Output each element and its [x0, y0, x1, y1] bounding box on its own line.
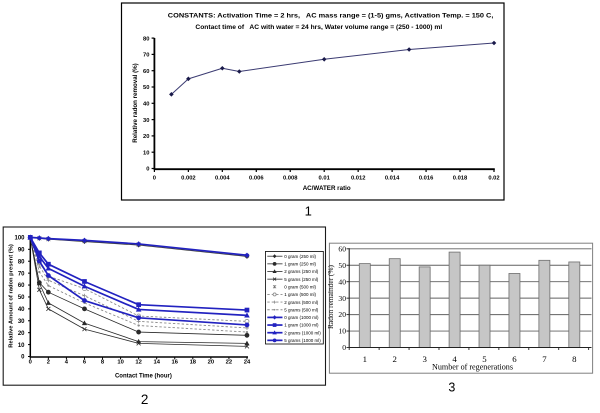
svg-text:0.01: 0.01 [319, 176, 331, 182]
svg-text:60: 60 [143, 69, 149, 75]
svg-text:CONSTANTS: Activation Time = 2: CONSTANTS: Activation Time = 2 hrs, AC m… [168, 13, 494, 20]
svg-text:100: 100 [14, 236, 25, 242]
svg-text:90: 90 [18, 248, 25, 254]
svg-text:5 grams (1000 ml): 5 grams (1000 ml) [284, 338, 321, 343]
svg-text:14: 14 [153, 359, 160, 365]
svg-text:Radon remainder (%): Radon remainder (%) [326, 264, 335, 329]
svg-text:2: 2 [47, 359, 50, 365]
svg-text:40: 40 [143, 102, 149, 108]
svg-text:2 grams (250 ml): 2 grams (250 ml) [284, 269, 319, 274]
svg-text:0.014: 0.014 [385, 176, 400, 182]
svg-text:Contact Time (hour): Contact Time (hour) [115, 374, 172, 380]
svg-text:0.008: 0.008 [283, 176, 298, 182]
svg-text:0.016: 0.016 [419, 176, 434, 182]
svg-text:24: 24 [244, 359, 251, 365]
svg-text:4: 4 [452, 354, 457, 364]
svg-text:7: 7 [542, 354, 547, 364]
svg-text:0 gram (1000 ml): 0 gram (1000 ml) [284, 315, 319, 320]
svg-text:3: 3 [448, 381, 455, 395]
svg-text:0.012: 0.012 [351, 176, 366, 182]
svg-text:0: 0 [21, 355, 25, 361]
svg-text:0 gram (500 ml): 0 gram (500 ml) [284, 285, 316, 290]
svg-text:1 gram (1000 ml): 1 gram (1000 ml) [284, 323, 319, 328]
svg-text:10: 10 [18, 343, 25, 349]
svg-text:50: 50 [338, 261, 346, 270]
svg-text:5: 5 [482, 354, 487, 364]
svg-text:70: 70 [18, 271, 25, 277]
svg-text:1: 1 [305, 204, 312, 219]
svg-text:Relative Amount of radon prese: Relative Amount of radon present (%) [9, 244, 15, 348]
svg-text:2 grams (500 ml): 2 grams (500 ml) [284, 300, 319, 305]
svg-text:5 grams (500 ml): 5 grams (500 ml) [284, 307, 319, 312]
svg-text:0.018: 0.018 [453, 176, 468, 182]
svg-text:3: 3 [422, 354, 427, 364]
svg-text:18: 18 [190, 359, 197, 365]
svg-text:6: 6 [83, 359, 87, 365]
svg-text:0 gram (250 ml): 0 gram (250 ml) [284, 254, 316, 259]
svg-text:70: 70 [143, 53, 149, 59]
svg-text:0.002: 0.002 [181, 176, 196, 182]
svg-text:10: 10 [338, 327, 346, 336]
svg-text:1 gram (250 ml): 1 gram (250 ml) [284, 262, 316, 267]
svg-text:20: 20 [338, 310, 346, 319]
svg-text:10: 10 [143, 150, 149, 156]
svg-text:8: 8 [101, 359, 105, 365]
svg-text:30: 30 [18, 319, 25, 325]
svg-text:16: 16 [171, 359, 178, 365]
svg-text:80: 80 [18, 259, 25, 265]
svg-text:Relative radon removal (%): Relative radon removal (%) [132, 63, 139, 142]
svg-text:20: 20 [143, 134, 149, 140]
svg-text:Number of regenerations: Number of regenerations [432, 361, 514, 371]
svg-text:6: 6 [512, 354, 517, 364]
svg-text:50: 50 [18, 295, 25, 301]
svg-text:AC/WATER ratio: AC/WATER ratio [303, 185, 351, 192]
svg-text:40: 40 [18, 307, 25, 313]
svg-text:8: 8 [572, 354, 577, 364]
svg-text:60: 60 [18, 283, 25, 289]
svg-text:12: 12 [135, 359, 141, 365]
svg-text:0.02: 0.02 [488, 176, 499, 182]
svg-text:5 grams (250 ml): 5 grams (250 ml) [284, 277, 319, 282]
svg-text:60: 60 [338, 244, 346, 253]
svg-text:0: 0 [29, 359, 32, 365]
svg-text:2 grams (1000 ml): 2 grams (1000 ml) [284, 330, 321, 335]
svg-text:22: 22 [226, 359, 232, 365]
svg-text:2: 2 [141, 392, 149, 407]
svg-text:4: 4 [65, 359, 69, 365]
svg-text:1 gram (500 ml): 1 gram (500 ml) [284, 292, 316, 297]
svg-text:Contact time of AC with wate: Contact time of AC with water = 24 hrs, … [195, 24, 442, 31]
svg-text:1: 1 [363, 354, 367, 364]
svg-text:50: 50 [143, 85, 149, 91]
svg-text:20: 20 [208, 359, 214, 365]
svg-text:0: 0 [153, 176, 156, 182]
svg-text:0.006: 0.006 [249, 176, 264, 182]
svg-text:30: 30 [338, 294, 346, 303]
svg-text:20: 20 [18, 331, 25, 337]
svg-text:40: 40 [338, 277, 346, 286]
svg-text:0.004: 0.004 [215, 176, 230, 182]
svg-text:10: 10 [117, 359, 123, 365]
svg-text:0: 0 [146, 167, 149, 173]
svg-text:30: 30 [143, 118, 149, 124]
svg-text:80: 80 [143, 36, 149, 42]
svg-text:0: 0 [342, 343, 346, 352]
svg-text:2: 2 [392, 354, 396, 364]
